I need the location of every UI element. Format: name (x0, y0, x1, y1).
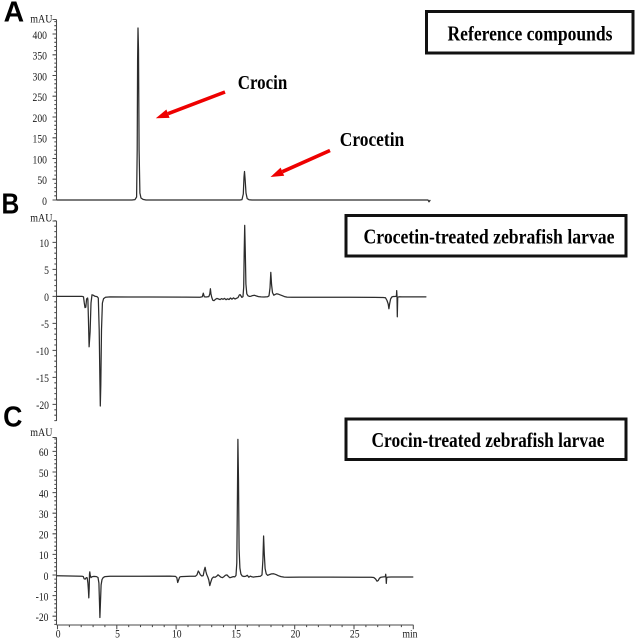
svg-text:min: min (402, 629, 418, 640)
svg-text:-15: -15 (36, 374, 49, 386)
svg-text:-5: -5 (41, 320, 49, 332)
svg-text:0: 0 (44, 293, 49, 305)
svg-text:150: 150 (33, 134, 47, 146)
svg-text:40: 40 (39, 489, 49, 501)
svg-text:-20: -20 (36, 612, 49, 624)
svg-text:50: 50 (37, 175, 47, 187)
svg-text:250: 250 (33, 92, 47, 104)
svg-text:-10: -10 (36, 347, 49, 359)
svg-text:50: 50 (39, 468, 49, 480)
svg-text:B: B (2, 188, 20, 220)
svg-text:0: 0 (56, 629, 61, 640)
svg-text:A: A (4, 0, 25, 29)
svg-text:C: C (3, 400, 22, 432)
svg-text:10: 10 (172, 629, 182, 640)
svg-text:-20: -20 (36, 401, 49, 413)
svg-text:60: 60 (39, 448, 49, 460)
svg-text:Crocetin-treated zebrafish lar: Crocetin-treated zebrafish larvae (364, 225, 615, 249)
svg-text:20: 20 (291, 629, 301, 640)
svg-text:200: 200 (33, 113, 47, 125)
svg-text:Reference compounds: Reference compounds (448, 22, 613, 46)
svg-text:Crocetin: Crocetin (340, 129, 405, 151)
svg-text:15: 15 (231, 629, 241, 640)
svg-text:30: 30 (39, 509, 49, 521)
svg-text:350: 350 (33, 51, 47, 63)
svg-text:20: 20 (39, 530, 49, 542)
svg-text:400: 400 (33, 30, 47, 42)
svg-text:5: 5 (115, 629, 120, 640)
svg-text:-10: -10 (36, 592, 49, 604)
svg-text:Crocin: Crocin (238, 72, 288, 94)
svg-text:5: 5 (44, 266, 49, 278)
svg-text:10: 10 (39, 551, 49, 563)
svg-text:mAU: mAU (30, 13, 52, 26)
svg-text:0: 0 (44, 571, 49, 583)
svg-text:Crocin-treated zebrafish larva: Crocin-treated zebrafish larvae (372, 428, 605, 452)
svg-text:mAU: mAU (30, 212, 52, 225)
svg-text:300: 300 (33, 72, 47, 84)
svg-text:100: 100 (33, 155, 47, 167)
svg-text:mAU: mAU (30, 426, 52, 439)
svg-text:0: 0 (42, 196, 47, 208)
svg-text:10: 10 (39, 239, 49, 251)
svg-text:25: 25 (350, 629, 360, 640)
